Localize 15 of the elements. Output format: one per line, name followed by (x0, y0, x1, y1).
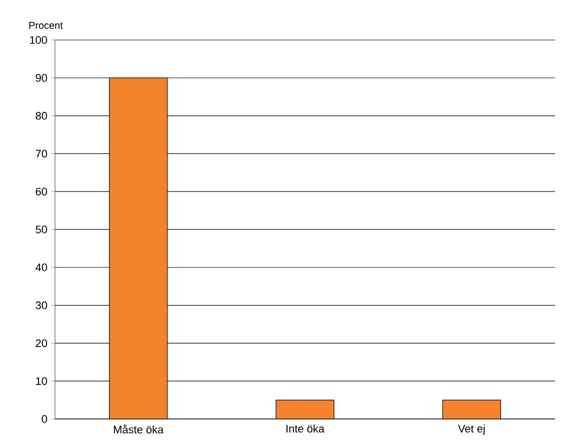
y-tick-label: 10 (36, 377, 48, 385)
y-tick-label: 60 (36, 188, 48, 196)
x-tick-label: Vet ej (458, 424, 485, 435)
y-tick-label: 20 (36, 339, 48, 348)
y-tick-label: 0 (42, 415, 48, 423)
y-tick-label: 40 (36, 264, 48, 272)
y-tick-label: 30 (36, 301, 48, 310)
x-tick-label: Måste öka (114, 424, 164, 434)
y-tick-label: 100 (30, 36, 48, 44)
y-tick-label: 70 (36, 150, 48, 158)
y-tick-label: 50 (36, 226, 48, 234)
x-tick-label: Inte öka (286, 424, 324, 433)
y-tick-label: 80 (36, 112, 48, 120)
y-tick-label: 90 (36, 74, 48, 82)
y-axis-title: Procent (29, 22, 63, 29)
